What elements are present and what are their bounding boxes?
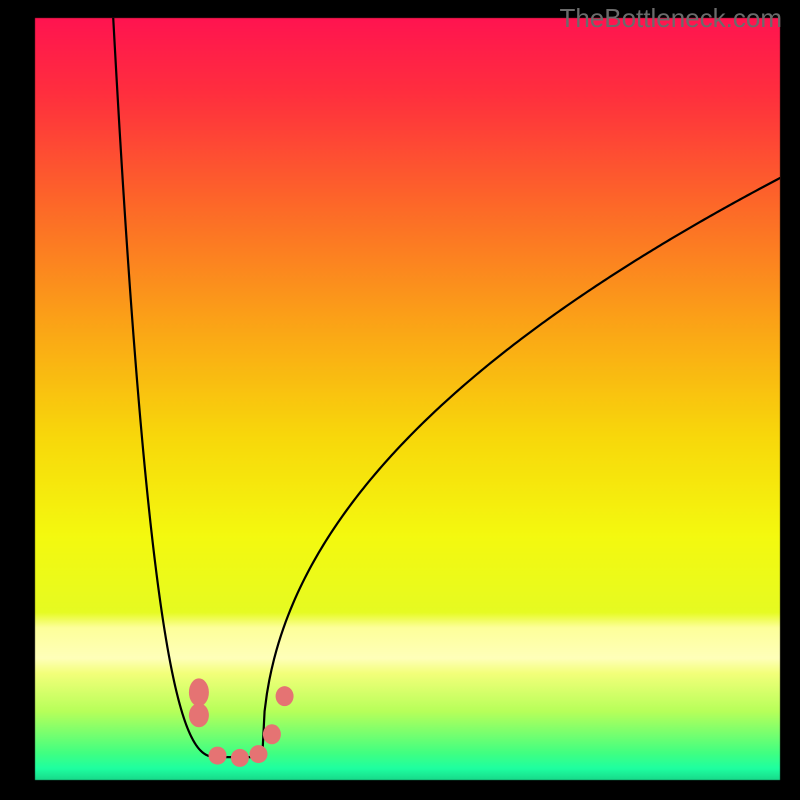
chart-root: TheBottleneck.com (0, 0, 800, 800)
gradient-plot-canvas (0, 0, 800, 800)
watermark-text: TheBottleneck.com (559, 3, 782, 34)
